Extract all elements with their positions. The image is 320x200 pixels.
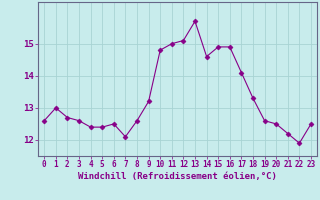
- X-axis label: Windchill (Refroidissement éolien,°C): Windchill (Refroidissement éolien,°C): [78, 172, 277, 181]
